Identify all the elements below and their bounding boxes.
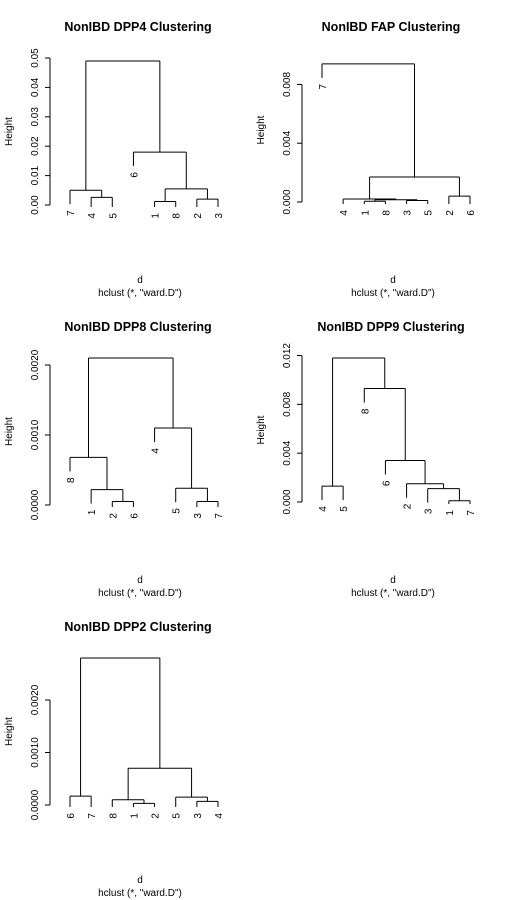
leaf-label: 8 xyxy=(172,213,183,219)
leaf-label: 8 xyxy=(108,813,119,819)
dendrogram-panel: NonIBD FAP Clustering 0.000 0.004 0.008 Heig… xyxy=(256,20,477,299)
leaf-label: 5 xyxy=(172,813,183,819)
leaf-label: 4 xyxy=(339,210,350,216)
leaf-label: 6 xyxy=(129,513,140,519)
leaf-label: 4 xyxy=(214,813,225,819)
y-tick-label: 0.0000 xyxy=(30,489,41,520)
y-tick-label: 0.004 xyxy=(282,130,293,155)
leaf-label: 8 xyxy=(66,477,77,483)
chart-title: NonIBD DPP8 Clustering xyxy=(64,320,211,334)
leaf-label: 6 xyxy=(466,210,477,216)
leaf-label: 2 xyxy=(403,503,414,509)
leaf-label: 2 xyxy=(108,513,119,519)
y-tick-label: 0.000 xyxy=(282,189,293,214)
leaf-label: 5 xyxy=(172,508,183,514)
leaf-label: 7 xyxy=(214,513,225,519)
leaf-label: 1 xyxy=(151,213,162,219)
dendrogram-panel: NonIBD DPP8 Clustering 0.0000 0.0010 0.0020… xyxy=(4,320,225,599)
leaf-label: 2 xyxy=(445,210,456,216)
method-label: hclust (*, "ward.D") xyxy=(351,288,435,299)
leaf-label: 5 xyxy=(424,210,435,216)
leaf-label: 7 xyxy=(87,813,98,819)
y-tick-label: 0.0010 xyxy=(30,419,41,450)
leaf-label: 8 xyxy=(381,210,392,216)
leaf-label: 8 xyxy=(360,408,371,414)
method-label: hclust (*, "ward.D") xyxy=(98,588,182,599)
leaf-label: 5 xyxy=(339,506,350,512)
leaf-label: 7 xyxy=(66,210,77,216)
leaf-label: 3 xyxy=(214,213,225,219)
leaf-label: 1 xyxy=(129,813,140,819)
x-axis-label: d xyxy=(390,575,396,586)
leaf-label: 5 xyxy=(108,213,119,219)
y-axis-label: Height xyxy=(4,717,15,746)
leaf-label: 4 xyxy=(87,213,98,219)
x-axis-label: d xyxy=(390,275,396,286)
leaf-label: 2 xyxy=(193,213,204,219)
y-tick-label: 0.04 xyxy=(30,77,41,97)
method-label: hclust (*, "ward.D") xyxy=(351,588,435,599)
y-tick-label: 0.0010 xyxy=(30,737,41,768)
leaf-label: 1 xyxy=(445,510,456,516)
y-tick-label: 0.008 xyxy=(282,391,293,416)
leaf-label: 4 xyxy=(318,506,329,512)
y-tick-label: 0.008 xyxy=(282,72,293,97)
leaf-label: 1 xyxy=(87,509,98,515)
x-axis-label: d xyxy=(137,275,143,286)
y-axis-label: Height xyxy=(4,417,15,446)
x-axis-label: d xyxy=(137,875,143,886)
leaf-label: 6 xyxy=(129,172,140,178)
leaf-label: 3 xyxy=(424,508,435,514)
method-label: hclust (*, "ward.D") xyxy=(98,888,182,899)
y-tick-label: 0.01 xyxy=(30,165,41,185)
y-tick-label: 0.05 xyxy=(30,48,41,68)
leaf-label: 7 xyxy=(318,83,329,89)
dendrogram-panel: NonIBD DPP9 Clustering 0.000 0.004 0.008 0.0… xyxy=(256,320,477,599)
chart-title: NonIBD DPP9 Clustering xyxy=(317,320,464,334)
y-tick-label: 0.0020 xyxy=(30,684,41,715)
leaf-label: 6 xyxy=(66,813,77,819)
leaf-label: 3 xyxy=(193,513,204,519)
dendrogram-panel: NonIBD DPP4 Clustering 0.00 0.01 0.02 0.03 0.… xyxy=(4,20,225,299)
y-tick-label: 0.000 xyxy=(282,489,293,514)
leaf-label: 3 xyxy=(403,210,414,216)
leaf-label: 7 xyxy=(466,510,477,516)
y-tick-label: 0.0000 xyxy=(30,789,41,820)
leaf-label: 1 xyxy=(360,210,371,216)
y-tick-label: 0.0020 xyxy=(30,349,41,380)
y-axis-label: Height xyxy=(256,415,267,444)
y-axis-label: Height xyxy=(256,115,267,144)
leaf-label: 2 xyxy=(151,813,162,819)
chart-title: NonIBD DPP2 Clustering xyxy=(64,620,211,634)
y-tick-label: 0.004 xyxy=(282,440,293,465)
y-tick-label: 0.012 xyxy=(282,343,293,368)
y-tick-label: 0.03 xyxy=(30,107,41,127)
leaf-label: 4 xyxy=(151,448,162,454)
x-axis-label: d xyxy=(137,575,143,586)
chart-title: NonIBD DPP4 Clustering xyxy=(64,20,211,34)
method-label: hclust (*, "ward.D") xyxy=(98,288,182,299)
dendrogram-panel: NonIBD DPP2 Clustering 0.0000 0.0010 0.0020… xyxy=(4,620,225,899)
y-tick-label: 0.02 xyxy=(30,136,41,156)
y-tick-label: 0.00 xyxy=(30,195,41,215)
chart-title: NonIBD FAP Clustering xyxy=(322,20,461,34)
y-axis-label: Height xyxy=(4,117,15,146)
leaf-label: 6 xyxy=(381,480,392,486)
leaf-label: 3 xyxy=(193,813,204,819)
